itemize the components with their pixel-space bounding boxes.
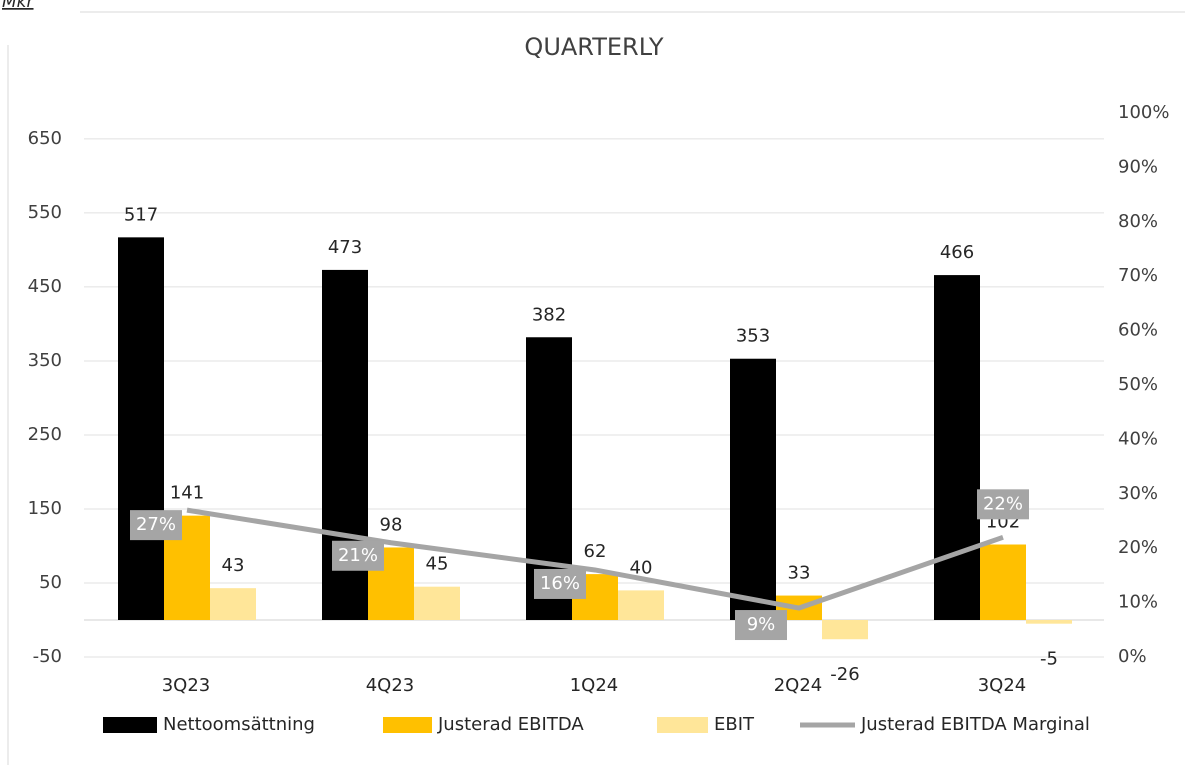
y-tick-label: 350 (28, 350, 62, 371)
y-tick-label: 550 (28, 202, 62, 223)
data-label: 27% (136, 514, 176, 535)
x-tick-label: 2Q24 (774, 675, 823, 696)
data-label-box (130, 510, 182, 541)
data-label: -5 (1040, 649, 1058, 670)
y2-tick-label: 0% (1118, 646, 1147, 667)
x-tick-label: 4Q23 (366, 675, 415, 696)
legend-swatch (103, 717, 157, 733)
data-label-box (332, 540, 384, 571)
y2-tick-label: 70% (1118, 265, 1158, 286)
bar (1026, 619, 1072, 624)
legend-label: EBIT (714, 714, 755, 735)
data-label: 21% (338, 545, 378, 566)
y-tick-label: 450 (28, 276, 62, 297)
y-tick-label: 250 (28, 424, 62, 445)
legend-label: Justerad EBITDA Marginal (860, 714, 1090, 735)
data-label: 473 (328, 237, 362, 258)
y2-tick-label: 50% (1118, 374, 1158, 395)
y-tick-label: 150 (28, 498, 62, 519)
data-label: 141 (170, 483, 204, 504)
line-series (186, 507, 1004, 611)
legend-swatch (657, 717, 708, 733)
legend-swatch (383, 717, 432, 733)
data-label: 22% (983, 493, 1023, 514)
data-label: -26 (830, 664, 859, 685)
bar (210, 588, 256, 620)
x-tick-label: 1Q24 (570, 675, 619, 696)
data-label: 33 (788, 563, 811, 584)
data-label: 98 (380, 514, 403, 535)
data-label: 517 (124, 204, 158, 225)
bar (618, 590, 664, 620)
data-label: 43 (222, 555, 245, 576)
y2-tick-label: 60% (1118, 320, 1158, 341)
data-label: 16% (540, 573, 580, 594)
data-label: 466 (940, 242, 974, 263)
y2-tick-label: 80% (1118, 211, 1158, 232)
x-tick-label: 3Q23 (162, 675, 211, 696)
y-tick-label: -50 (33, 646, 62, 667)
legend-label: Nettoomsättning (163, 714, 315, 735)
data-label: 382 (532, 304, 566, 325)
y2-tick-label: 10% (1118, 592, 1158, 613)
data-label: 353 (736, 326, 770, 347)
x-tick-label: 3Q24 (978, 675, 1027, 696)
y-tick-label: 50 (39, 572, 62, 593)
data-label: 40 (630, 557, 653, 578)
bar (980, 544, 1026, 620)
bar (822, 619, 868, 640)
y2-tick-label: 20% (1118, 537, 1158, 558)
bar (414, 586, 460, 620)
y2-tick-label: 30% (1118, 483, 1158, 504)
unit-label: Mkr (2, 0, 35, 12)
chart-title: QUARTERLY (524, 33, 663, 61)
bar (934, 275, 980, 620)
legend-label: Justerad EBITDA (437, 714, 584, 735)
data-label-box (534, 568, 586, 599)
bar (118, 237, 164, 620)
y2-tick-label: 40% (1118, 428, 1158, 449)
data-label-box (735, 610, 787, 641)
data-label: 9% (747, 614, 776, 635)
data-label: 62 (584, 541, 607, 562)
bar (730, 358, 776, 620)
data-label: 45 (426, 554, 449, 575)
y2-tick-label: 100% (1118, 102, 1169, 123)
y2-tick-label: 90% (1118, 156, 1158, 177)
data-label-box (977, 489, 1029, 520)
y-tick-label: 650 (28, 128, 62, 149)
